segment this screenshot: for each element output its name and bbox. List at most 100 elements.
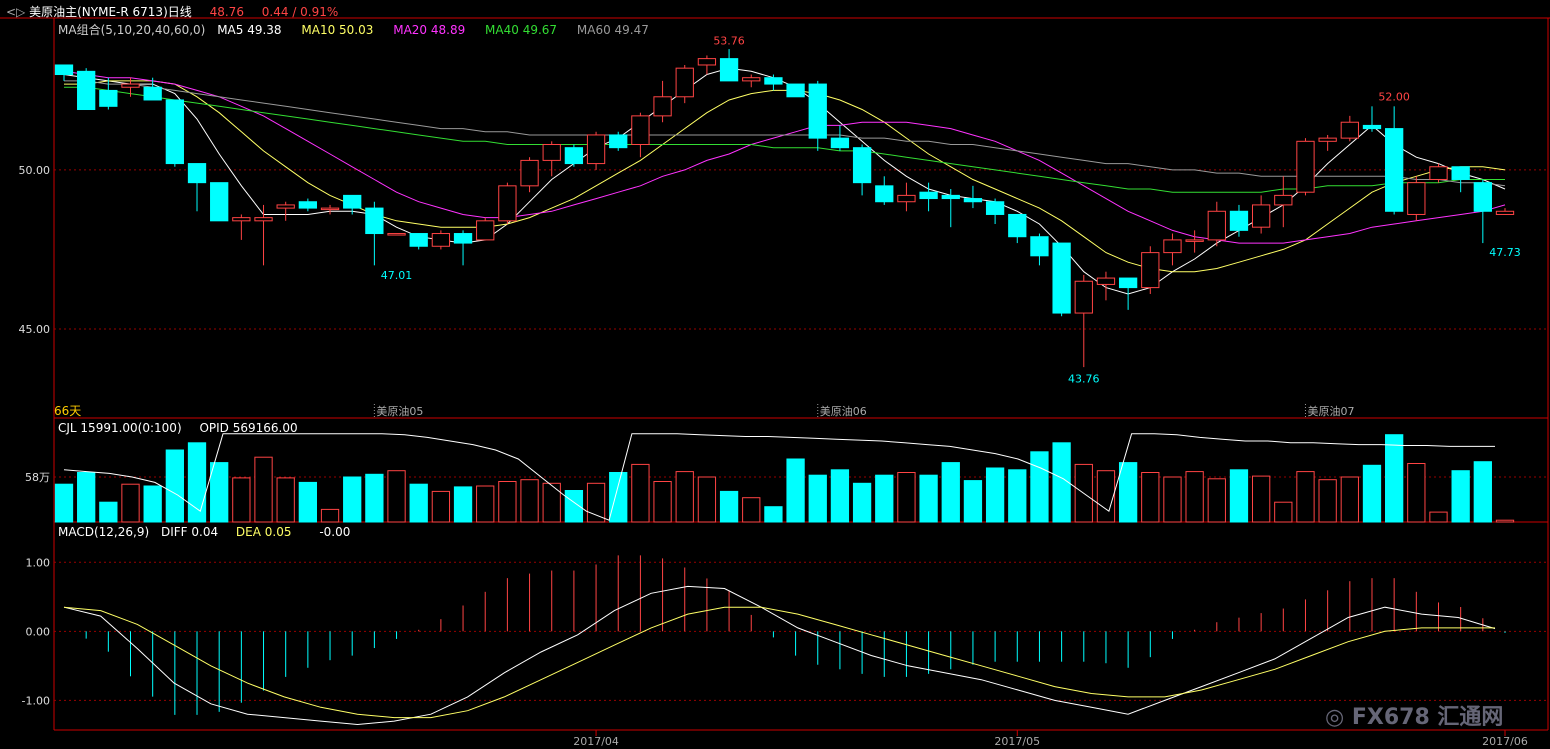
volume-bar (1185, 471, 1204, 523)
volume-bar (520, 479, 539, 523)
ma-legend: MA组合(5,10,20,40,60,0) MA5 49.38 MA10 50.… (58, 21, 649, 38)
volume-bar (143, 485, 162, 523)
back-icon[interactable]: <▷ (6, 5, 26, 19)
volume-bar (1296, 471, 1315, 523)
grid-lines (54, 169, 1548, 701)
volume-bar (742, 497, 761, 523)
volume-bar (985, 467, 1005, 523)
volume-bar (254, 456, 273, 523)
volume-tick-label: 58万 (25, 471, 50, 484)
candle-body (1473, 182, 1492, 212)
candle-body (1229, 210, 1249, 231)
volume-bar (343, 476, 362, 523)
candle-body (232, 217, 251, 222)
candle-body (298, 201, 318, 209)
volume-bar (631, 463, 650, 523)
volume-bar (609, 472, 628, 523)
candle-body (719, 58, 739, 82)
candle-body (1429, 166, 1448, 180)
candle-body (963, 198, 983, 203)
volume-bar (564, 490, 584, 523)
volume-bar (276, 477, 295, 523)
volume-bar (320, 508, 340, 523)
candle-body (476, 220, 495, 241)
candle-body (1207, 210, 1226, 241)
volume-bar (409, 483, 428, 523)
candle-body (919, 191, 938, 200)
candle-body (343, 194, 362, 209)
candle-body (121, 83, 140, 88)
candle-body (742, 77, 761, 82)
volume-bar (586, 482, 606, 523)
candle-body (1074, 280, 1093, 314)
volume-bar (387, 470, 406, 523)
moving-average-lines (63, 67, 1506, 295)
volume-bar (431, 490, 451, 523)
candle-body (431, 233, 451, 247)
candle-body (808, 83, 827, 139)
period-label: 66天 (54, 404, 82, 418)
contract-label: 美原油07 (1307, 404, 1354, 418)
volume-bar (298, 481, 318, 523)
candle-body (875, 185, 894, 203)
volume-bar (1318, 479, 1337, 523)
volume-bar (1473, 461, 1492, 523)
date-label: 2017/06 (1482, 735, 1528, 748)
ma5-label: MA5 49.38 (217, 23, 282, 37)
candle-body (498, 185, 517, 222)
macd-name: MACD(12,26,9) (58, 525, 150, 539)
dea-label: DEA 0.05 (235, 525, 292, 539)
candle-body (764, 77, 783, 85)
volume-bar (453, 486, 473, 523)
candlesticks[interactable] (54, 49, 1515, 368)
volume-bar (476, 485, 495, 523)
candle-body (1008, 213, 1027, 238)
candle-body (1030, 236, 1049, 257)
candle-body (586, 134, 606, 165)
volume-bar (786, 458, 805, 523)
ma-line-ma60 (64, 80, 1506, 187)
ma-group-label: MA组合(5,10,20,40,60,0) (58, 23, 206, 37)
price-tick-label: 50.00 (19, 164, 51, 177)
candle-body (143, 86, 162, 101)
price-annotation: 53.76 (713, 34, 745, 47)
candle-body (985, 201, 1005, 215)
candle-body (320, 207, 340, 211)
candle-body (941, 194, 960, 200)
volume-bar (1030, 451, 1049, 523)
volume-bar (77, 472, 96, 523)
price-tick-label: 45.00 (19, 323, 51, 336)
ma20-label: MA20 48.89 (393, 23, 466, 37)
volume-bar (542, 482, 561, 523)
volume-legend: CJL 15991.00(0:100) OPID 569166.00 (58, 421, 298, 435)
ma-line-ma5 (63, 67, 1506, 295)
volume-bars[interactable] (54, 433, 1515, 523)
candle-body (1052, 242, 1071, 314)
volume-bar (1451, 470, 1470, 523)
candle-body (786, 83, 805, 98)
candle-body (852, 147, 872, 184)
volume-bar (1163, 476, 1182, 523)
volume-bar (232, 477, 251, 523)
header-bar: <▷ 美原油主(NYME-R 6713)日线 48.76 0.44 / 0.91… (6, 3, 338, 20)
candle-body (1362, 124, 1382, 130)
volume-bar (1096, 470, 1116, 523)
volume-bar (1385, 434, 1404, 523)
candle-body (54, 64, 74, 76)
candle-body (1274, 194, 1293, 206)
volume-bar (1429, 511, 1448, 523)
candle-body (77, 70, 96, 111)
volume-bar (963, 480, 983, 523)
volume-bar (1407, 463, 1426, 523)
candle-body (210, 182, 229, 222)
macd-tick-label: 1.00 (26, 556, 51, 569)
candle-body (609, 134, 628, 149)
candle-body (365, 207, 384, 235)
ma-line-ma20 (63, 70, 1506, 244)
diff-label: DIFF 0.04 (160, 525, 219, 539)
price-annotation: 47.73 (1489, 246, 1521, 259)
symbol-title: 美原油主(NYME-R 6713)日线 (29, 5, 192, 19)
volume-bar (1229, 469, 1249, 523)
volume-bar (697, 476, 717, 523)
